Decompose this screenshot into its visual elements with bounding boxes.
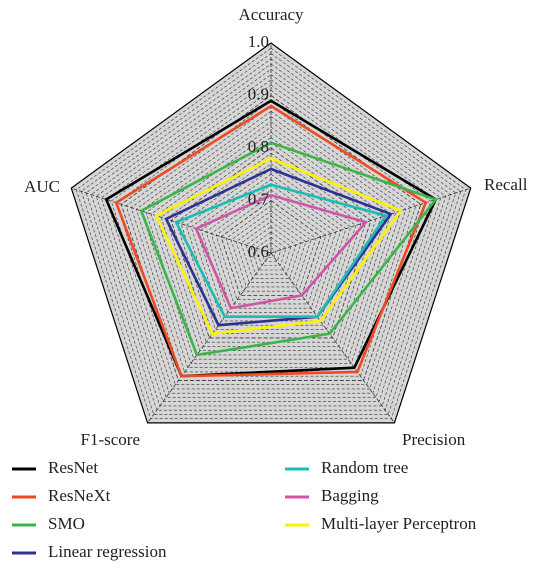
minor-grid-ring	[155, 131, 387, 351]
grid-ring	[70, 42, 472, 424]
spoke	[71, 187, 272, 254]
series-line	[104, 99, 438, 378]
minor-grid-ring	[80, 53, 462, 415]
minor-grid-ring	[215, 194, 327, 301]
legend-label: SMO	[48, 514, 85, 533]
minor-grid-ring	[140, 116, 402, 364]
minor-grid-ring	[240, 221, 302, 279]
r-tick-label: 0.8	[248, 137, 269, 156]
minor-grid-ring	[210, 189, 332, 305]
legend-label: ResNeXt	[48, 486, 111, 505]
minor-grid-ring	[225, 205, 317, 292]
axis-label: AUC	[24, 177, 60, 196]
series-line	[164, 167, 393, 327]
legend-label: Random tree	[321, 458, 408, 477]
spoke	[147, 252, 272, 424]
series-line	[194, 193, 369, 310]
axis-label: Recall	[484, 175, 528, 194]
axis-label: Accuracy	[238, 5, 304, 24]
minor-grid-ring	[265, 247, 277, 258]
minor-grid-ring	[255, 236, 287, 267]
minor-grid-ring	[75, 47, 467, 419]
r-tick-label: 0.9	[248, 84, 269, 103]
minor-grid-ring	[250, 231, 292, 271]
minor-grid-ring	[115, 89, 427, 385]
legend-label: ResNet	[48, 458, 98, 477]
minor-grid-ring	[150, 126, 392, 356]
legend-label: Multi-layer Perceptron	[321, 514, 477, 533]
legend-label: Bagging	[321, 486, 379, 505]
r-tick-label: 0.7	[248, 189, 270, 208]
minor-grid-ring	[125, 100, 417, 377]
minor-grid-ring	[260, 242, 282, 262]
grid-ring	[220, 200, 322, 296]
minor-grid-ring	[95, 68, 447, 402]
series-line	[174, 183, 388, 319]
grid-ring	[120, 95, 422, 381]
series-line	[139, 141, 438, 357]
spoke	[270, 252, 395, 424]
minor-grid-ring	[175, 152, 367, 334]
minor-grid-ring	[90, 63, 452, 407]
minor-grid-ring	[165, 142, 377, 343]
minor-grid-ring	[235, 215, 307, 284]
series-line	[154, 157, 403, 336]
axis-label: F1-score	[81, 430, 140, 449]
r-tick-label: 1.0	[248, 32, 269, 51]
r-tick-label: 0.6	[248, 242, 269, 261]
minor-grid-ring	[205, 184, 337, 309]
minor-grid-ring	[85, 58, 457, 411]
minor-grid-ring	[135, 110, 407, 368]
minor-grid-ring	[230, 210, 312, 288]
axis-label: Precision	[402, 430, 466, 449]
minor-grid-ring	[245, 226, 297, 275]
legend-label: Linear regression	[48, 542, 167, 561]
